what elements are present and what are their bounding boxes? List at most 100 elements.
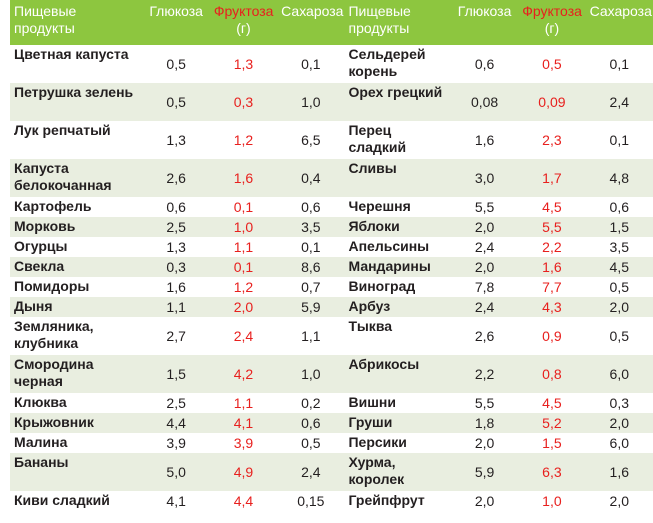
product-name-right: Яблоки — [344, 217, 451, 237]
fructose-right: 1,0 — [518, 491, 586, 511]
fructose-left: 1,3 — [209, 45, 278, 83]
product-name-right: Сливы — [344, 159, 451, 197]
sucrose-left: 1,1 — [277, 317, 345, 355]
glucose-right: 3,0 — [450, 159, 519, 197]
product-name-left: Цветная капуста — [10, 45, 143, 83]
product-name-right: Персики — [344, 433, 451, 453]
sucrose-right: 0,6 — [585, 197, 653, 217]
product-name-right: Черешня — [344, 197, 451, 217]
glucose-left: 1,3 — [142, 121, 210, 159]
table-row: Лук репчатый 1,3 1,2 6,5 Перец сладкий 1,6 2,3… — [10, 121, 653, 159]
header-products-left: Пищевые продукты — [10, 0, 143, 45]
table-row: Картофель 0,6 0,1 0,6 Черешня 5,5 4,5 0,6 — [10, 197, 653, 217]
table-body: Цветная капуста 0,5 1,3 0,1 Сельдерей корень… — [10, 45, 653, 511]
sucrose-left: 3,5 — [277, 217, 345, 237]
glucose-left: 1,5 — [142, 355, 210, 393]
fructose-left: 1,1 — [209, 237, 278, 257]
glucose-left: 1,6 — [142, 277, 210, 297]
fructose-left: 4,9 — [209, 453, 278, 491]
fructose-left: 1,1 — [209, 393, 278, 413]
product-name-right: Мандарины — [344, 257, 451, 277]
glucose-left: 5,0 — [142, 453, 210, 491]
sucrose-right: 0,5 — [585, 277, 653, 297]
fructose-left: 0,3 — [209, 83, 278, 121]
fructose-right: 0,9 — [518, 317, 586, 355]
glucose-right: 2,0 — [450, 257, 519, 277]
product-name-left: Земляника, клубника — [10, 317, 143, 355]
glucose-left: 2,6 — [142, 159, 210, 197]
sucrose-left: 0,6 — [277, 197, 345, 217]
sucrose-left: 0,2 — [277, 393, 345, 413]
fructose-left: 1,2 — [209, 121, 278, 159]
fructose-right: 1,6 — [518, 257, 586, 277]
product-name-left: Огурцы — [10, 237, 143, 257]
glucose-right: 1,8 — [450, 413, 519, 433]
sucrose-left: 6,5 — [277, 121, 345, 159]
glucose-right: 2,0 — [450, 217, 519, 237]
glucose-left: 1,1 — [142, 297, 210, 317]
table-row: Крыжовник 4,4 4,1 0,6 Груши 1,8 5,2 2,0 — [10, 413, 653, 433]
sucrose-right: 2,0 — [585, 297, 653, 317]
fructose-right: 2,2 — [518, 237, 586, 257]
fructose-right: 4,5 — [518, 393, 586, 413]
sucrose-right: 0,1 — [585, 45, 653, 83]
sucrose-right: 2,4 — [585, 83, 653, 121]
product-name-right: Грейпфрут — [344, 491, 451, 511]
fructose-left: 4,1 — [209, 413, 278, 433]
glucose-right: 2,4 — [450, 297, 519, 317]
table-row: Клюква 2,5 1,1 0,2 Вишни 5,5 4,5 0,3 — [10, 393, 653, 413]
table-row: Свекла 0,3 0,1 8,6 Мандарины 2,0 1,6 4,5 — [10, 257, 653, 277]
sucrose-right: 2,0 — [585, 491, 653, 511]
sucrose-left: 2,4 — [277, 453, 345, 491]
fructose-right: 0,8 — [518, 355, 586, 393]
table-row: Киви сладкий 4,1 4,4 0,15 Грейпфрут 2,0 1,0 2,0 — [10, 491, 653, 511]
table-row: Капуста белокочанная 2,6 1,6 0,4 Сливы 3,0 1,7… — [10, 159, 653, 197]
sucrose-right: 3,5 — [585, 237, 653, 257]
glucose-right: 2,2 — [450, 355, 519, 393]
product-name-right: Апельсины — [344, 237, 451, 257]
product-name-left: Дыня — [10, 297, 143, 317]
fructose-right: 6,3 — [518, 453, 586, 491]
sucrose-left: 0,4 — [277, 159, 345, 197]
fructose-right: 5,2 — [518, 413, 586, 433]
sucrose-left: 0,15 — [277, 491, 345, 511]
table-row: Малина 3,9 3,9 0,5 Персики 2,0 1,5 6,0 — [10, 433, 653, 453]
header-fructose-right: Фруктоза (г) — [518, 0, 586, 45]
product-name-left: Картофель — [10, 197, 143, 217]
glucose-right: 2,0 — [450, 433, 519, 453]
glucose-right: 5,9 — [450, 453, 519, 491]
glucose-left: 1,3 — [142, 237, 210, 257]
glucose-left: 0,5 — [142, 45, 210, 83]
sucrose-left: 0,1 — [277, 237, 345, 257]
product-name-right: Перец сладкий — [344, 121, 451, 159]
glucose-left: 4,4 — [142, 413, 210, 433]
sugar-content-table: Пищевые продукты Глюкоза Фруктоза (г) Саха… — [10, 0, 653, 511]
product-name-left: Клюква — [10, 393, 143, 413]
sucrose-right: 0,5 — [585, 317, 653, 355]
fructose-right: 2,3 — [518, 121, 586, 159]
sucrose-right: 6,0 — [585, 433, 653, 453]
sucrose-left: 0,5 — [277, 433, 345, 453]
product-name-left: Морковь — [10, 217, 143, 237]
sucrose-left: 0,7 — [277, 277, 345, 297]
glucose-right: 2,4 — [450, 237, 519, 257]
glucose-left: 2,7 — [142, 317, 210, 355]
glucose-right: 0,6 — [450, 45, 519, 83]
sucrose-left: 0,1 — [277, 45, 345, 83]
sugar-content-table-sheet: Пищевые продукты Глюкоза Фруктоза (г) Саха… — [10, 0, 653, 523]
fructose-left: 1,6 — [209, 159, 278, 197]
header-row: Пищевые продукты Глюкоза Фруктоза (г) Саха… — [10, 0, 653, 45]
table-row: Дыня 1,1 2,0 5,9 Арбуз 2,4 4,3 2,0 — [10, 297, 653, 317]
fructose-right: 4,5 — [518, 197, 586, 217]
sucrose-right: 1,6 — [585, 453, 653, 491]
glucose-left: 0,3 — [142, 257, 210, 277]
sucrose-right: 1,5 — [585, 217, 653, 237]
sucrose-right: 4,8 — [585, 159, 653, 197]
sucrose-right: 4,5 — [585, 257, 653, 277]
fructose-right: 1,7 — [518, 159, 586, 197]
glucose-left: 2,5 — [142, 393, 210, 413]
table-row: Смородина черная 1,5 4,2 1,0 Абрикосы 2,2 0,8 6… — [10, 355, 653, 393]
glucose-right: 2,6 — [450, 317, 519, 355]
product-name-left: Помидоры — [10, 277, 143, 297]
product-name-right: Вишни — [344, 393, 451, 413]
